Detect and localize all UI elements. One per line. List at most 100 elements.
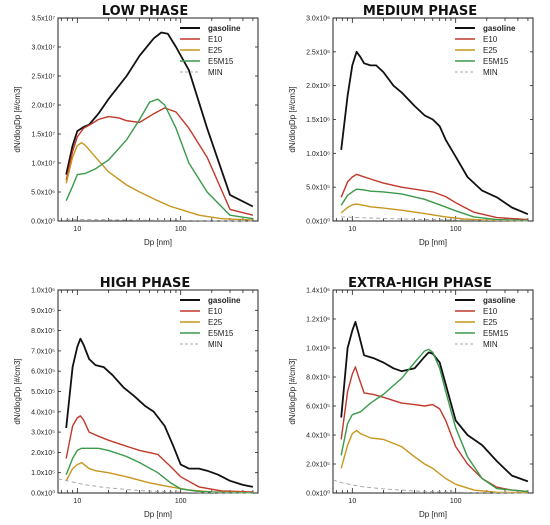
series-line-e5m15	[340, 348, 528, 493]
y-tick-label: 4.0x10⁵	[31, 409, 55, 416]
legend-label-min: MIN	[208, 340, 223, 349]
y-tick-label: 1.0x10⁶	[31, 288, 55, 295]
series-line-gasoline	[340, 320, 529, 483]
series-line-e5m15	[65, 98, 254, 220]
legend-label-e25: E25	[483, 46, 498, 55]
legend-label-e5m15: E5M15	[483, 329, 509, 338]
panel-title: MEDIUM PHASE	[363, 4, 477, 19]
y-tick-label: 1.4x10⁶	[306, 288, 330, 295]
y-tick-label: 1.5x10⁶	[306, 117, 330, 124]
y-tick-label: 2.0x10⁵	[31, 450, 55, 457]
series-line-min	[66, 218, 253, 222]
series-line-e5m15	[65, 447, 253, 494]
series-line-gasoline	[340, 50, 529, 216]
x-tick-label: 100	[450, 498, 462, 505]
series-line-e5m15	[340, 188, 528, 222]
x-tick-label: 10	[348, 226, 356, 233]
y-tick-label: 7.0x10⁵	[31, 348, 55, 355]
panel-title: HIGH PHASE	[100, 276, 191, 291]
x-axis-label: Dp [nm]	[144, 238, 172, 247]
legend-label-gasoline: gasoline	[208, 296, 241, 305]
y-axis-label: dN/dlogDp [#/cm3]	[288, 358, 297, 424]
y-tick-label: 3.0x10⁶	[306, 16, 330, 23]
legend-label-e25: E25	[208, 46, 223, 55]
y-tick-label: 1.0x10⁷	[31, 161, 55, 168]
series-line-e10	[340, 173, 528, 221]
y-tick-label: 0.0x10⁰	[306, 218, 330, 226]
series-line-e25	[340, 429, 528, 494]
legend-label-min: MIN	[208, 68, 223, 77]
panel-title: EXTRA-HIGH PHASE	[348, 276, 492, 291]
legend-label-e25: E25	[208, 318, 223, 327]
legend-label-min: MIN	[483, 68, 498, 77]
legend-label-e5m15: E5M15	[208, 57, 234, 66]
legend: gasoline E10 E25 E5M15 MIN	[180, 24, 241, 77]
y-tick-label: 1.5x10⁷	[31, 132, 55, 139]
y-tick-label: 4.0x10⁵	[306, 433, 330, 440]
y-tick-label: 2.0x10⁷	[31, 103, 55, 110]
series-line-e10	[340, 366, 528, 493]
panel-high-phase: HIGH PHASE 0.0x10⁰ 1.0x10⁵ 2.0x10⁵ 3.0x10⁵ 4.…	[13, 276, 259, 519]
series-line-e10	[65, 415, 253, 493]
legend-label-e10: E10	[208, 35, 223, 44]
legend-label-e25: E25	[483, 318, 498, 327]
legend-label-gasoline: gasoline	[208, 24, 241, 33]
y-tick-label: 9.0x10⁵	[31, 308, 55, 315]
series-line-gasoline	[65, 31, 254, 208]
series-line-min	[57, 478, 253, 494]
y-tick-label: 8.0x10⁵	[31, 328, 55, 335]
y-tick-label: 2.0x10⁶	[306, 83, 330, 90]
x-tick-label: 10	[348, 498, 356, 505]
y-tick-label: 6.0x10⁵	[31, 369, 55, 376]
y-tick-label: 0.0x10⁰	[306, 490, 330, 498]
x-tick-label: 100	[175, 498, 187, 505]
y-tick-label: 2.0x10⁵	[306, 462, 330, 469]
legend: gasoline E10 E25 E5M15 MIN	[180, 296, 241, 349]
legend-label-e5m15: E5M15	[208, 329, 234, 338]
y-tick-label: 3.0x10⁵	[31, 430, 55, 437]
x-axis-label: Dp [nm]	[419, 510, 447, 519]
y-tick-label: 8.0x10⁵	[306, 375, 330, 382]
series-line-e10	[65, 107, 254, 216]
y-tick-label: 2.5x10⁷	[31, 74, 55, 81]
legend-label-gasoline: gasoline	[483, 296, 516, 305]
y-axis-label: dN/dlogDp [#/cm3]	[13, 358, 22, 424]
panel-extra-high-phase: EXTRA-HIGH PHASE 0.0x10⁰ 2.0x10⁵ 4.0x10⁵ 6.0…	[288, 276, 534, 519]
y-tick-label: 1.0x10⁶	[306, 151, 330, 158]
panel-title: LOW PHASE	[102, 4, 188, 19]
legend-label-e10: E10	[483, 307, 498, 316]
x-tick-label: 100	[450, 226, 462, 233]
legend: gasoline E10 E25 E5M15 MIN	[455, 296, 516, 349]
x-tick-label: 10	[73, 498, 81, 505]
y-tick-label: 1.0x10⁵	[31, 470, 55, 477]
series-line-min	[341, 216, 528, 222]
legend-label-gasoline: gasoline	[483, 24, 516, 33]
legend-label-e10: E10	[208, 307, 223, 316]
plot-frame	[57, 289, 259, 494]
x-axis-label: Dp [nm]	[419, 238, 447, 247]
y-tick-label: 3.5x10⁷	[31, 16, 55, 23]
y-axis-label: dN/dlogDp [#/cm3]	[13, 86, 22, 152]
y-tick-label: 1.0x10⁶	[306, 346, 330, 353]
x-tick-label: 100	[175, 226, 187, 233]
y-tick-label: 6.0x10⁵	[306, 404, 330, 411]
y-tick-label: 3.0x10⁷	[31, 45, 55, 52]
y-tick-label: 2.5x10⁶	[306, 49, 330, 56]
y-tick-label: 0.0x10⁰	[31, 218, 55, 226]
series-line-e25	[340, 203, 528, 222]
panel-low-phase: LOW PHASE 0.0x10⁰ 5.0x10⁶ 1.0x10⁷ 1.5x10⁷ 2.0…	[13, 4, 259, 247]
legend: gasoline E10 E25 E5M15 MIN	[455, 24, 516, 77]
legend-label-min: MIN	[483, 340, 498, 349]
x-tick-label: 10	[73, 226, 81, 233]
legend-label-e5m15: E5M15	[483, 57, 509, 66]
legend-label-e10: E10	[483, 35, 498, 44]
series-line-gasoline	[65, 337, 254, 488]
y-tick-label: 5.0x10⁶	[31, 190, 55, 197]
series-line-e25	[65, 141, 253, 221]
x-axis-label: Dp [nm]	[144, 510, 172, 519]
panel-medium-phase: MEDIUM PHASE 0.0x10⁰ 5.0x10⁵ 1.0x10⁶ 1.5x10⁶…	[288, 4, 534, 247]
y-tick-label: 5.0x10⁵	[306, 185, 330, 192]
y-tick-label: 5.0x10⁵	[31, 389, 55, 396]
y-tick-label: 0.0x10⁰	[31, 490, 55, 498]
